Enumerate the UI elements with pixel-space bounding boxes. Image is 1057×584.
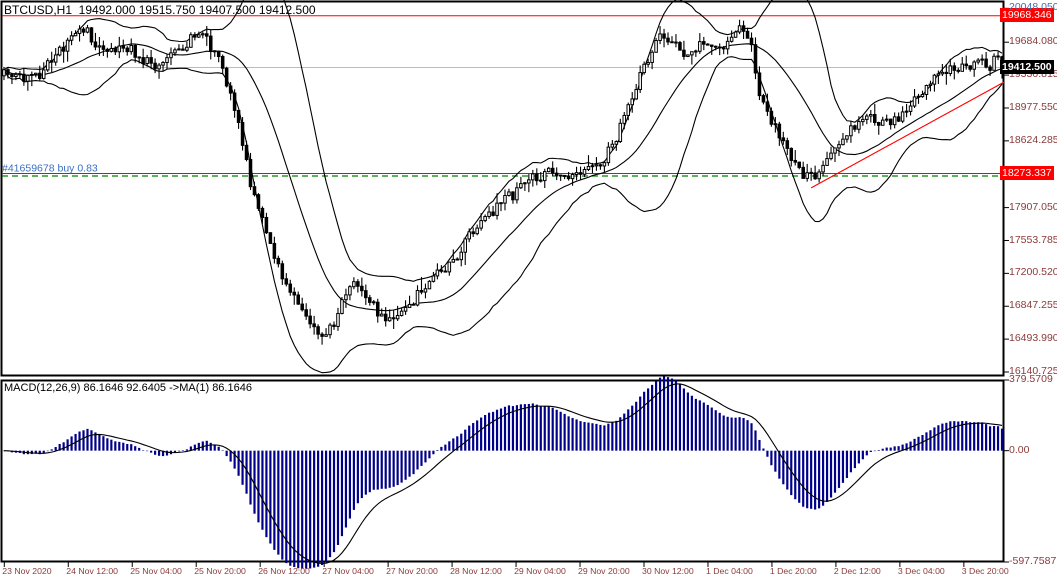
svg-text:#41659678 buy 0.83: #41659678 buy 0.83: [2, 163, 98, 175]
svg-text:MACD(12,26,9) 86.1646 92.6405: MACD(12,26,9) 86.1646 92.6405 ->MA(1) 86…: [4, 382, 252, 394]
